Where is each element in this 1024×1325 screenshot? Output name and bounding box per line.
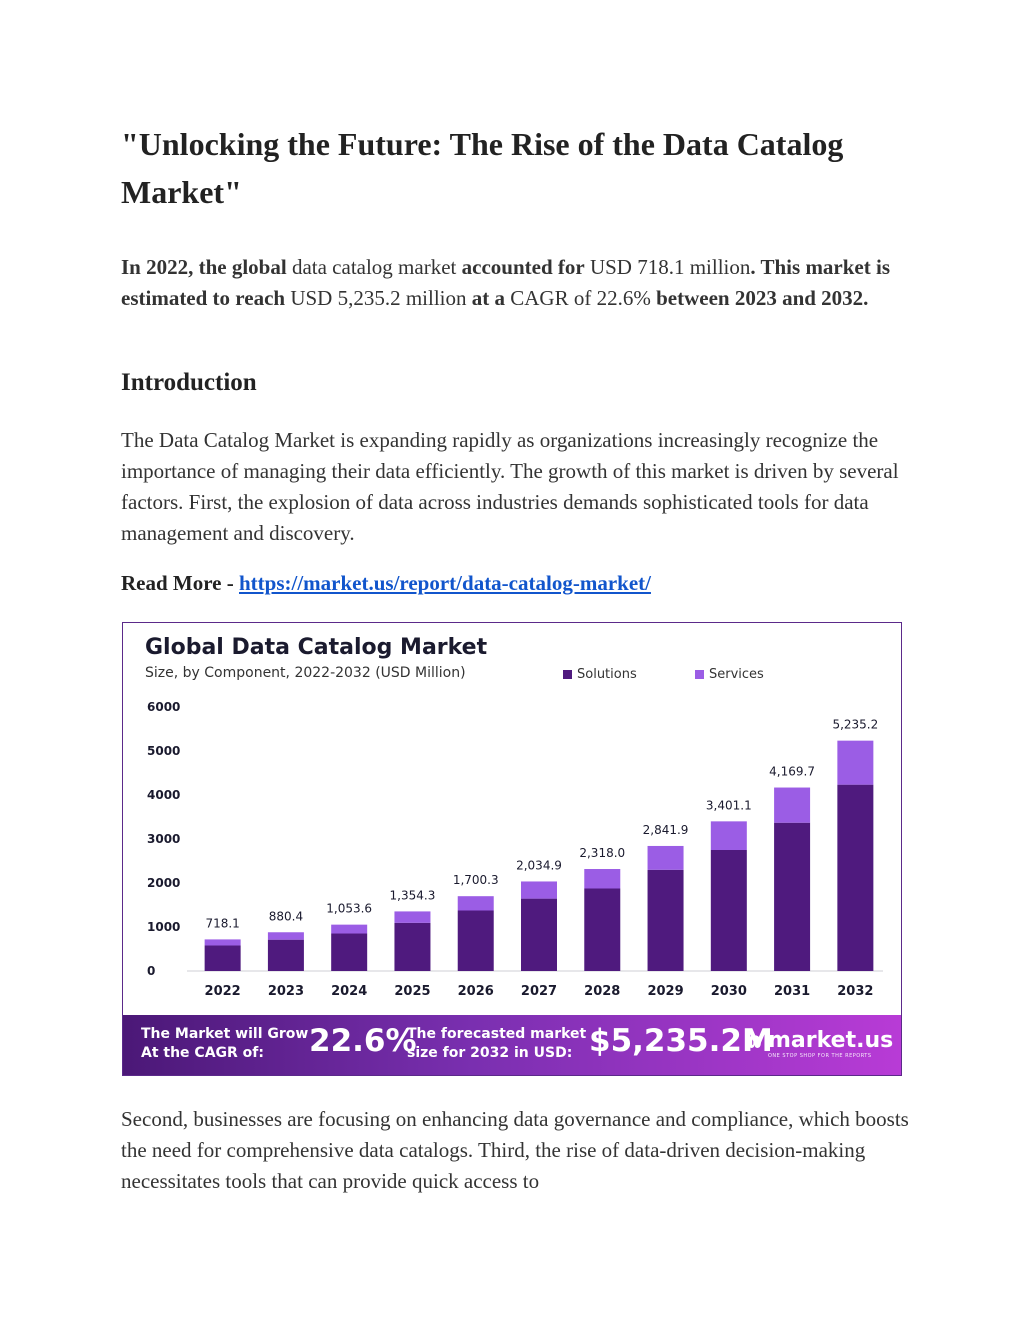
bar-solutions-2030 (710, 850, 747, 971)
summary-part: accounted for (461, 255, 585, 279)
bar-solutions-2031 (774, 822, 811, 971)
read-more-link[interactable]: https://market.us/report/data-catalog-ma… (239, 571, 651, 595)
brand-tagline: ONE STOP SHOP FOR THE REPORTS (768, 1053, 872, 1059)
read-more: Read More - https://market.us/report/dat… (121, 568, 651, 599)
cagr-label: The Market will Grow At the CAGR of: (141, 1026, 309, 1061)
data-label-2022: 718.1 (205, 916, 239, 930)
legend-label-services: Services (709, 667, 764, 682)
bar-solutions-2026 (457, 910, 494, 971)
intro-paragraph: The Data Catalog Market is expanding rap… (121, 428, 899, 545)
bar-services-2030 (710, 821, 747, 850)
x-tick-label: 2025 (394, 984, 430, 999)
y-tick-label: 4000 (147, 788, 180, 802)
data-label-2029: 2,841.9 (643, 823, 689, 837)
x-tick-label: 2031 (774, 984, 810, 999)
bar-solutions-2028 (584, 888, 621, 971)
y-tick-label: 1000 (147, 920, 180, 934)
bar-services-2029 (647, 845, 684, 870)
summary-part: USD 5,235.2 million (285, 286, 472, 310)
x-tick-label: 2027 (521, 984, 557, 999)
y-tick-label: 0 (147, 964, 155, 978)
market-chart-figure: Global Data Catalog Market Size, by Comp… (122, 622, 902, 1076)
bar-services-2028 (584, 869, 621, 889)
data-label-2025: 1,354.3 (390, 888, 436, 902)
chart-subtitle: Size, by Component, 2022-2032 (USD Milli… (145, 665, 466, 681)
bar-solutions-2025 (394, 922, 431, 971)
data-label-2028: 2,318.0 (579, 846, 625, 860)
bar-services-2026 (457, 896, 494, 911)
bar-solutions-2032 (837, 784, 874, 971)
market-us-logo: ɷ market.us ONE STOP SHOP FOR THE REPORT… (747, 1028, 894, 1060)
legend-item-services: Services (695, 667, 764, 682)
summary-part: between 2023 and 2032. (656, 286, 869, 310)
x-tick-label: 2030 (711, 984, 747, 999)
data-label-2026: 1,700.3 (453, 873, 499, 887)
second-paragraph: Second, businesses are focusing on enhan… (121, 1107, 909, 1193)
bar-chart: 6000 5000 4000 3000 2000 1000 0 718.1 2022 880.4 2… (147, 700, 883, 999)
legend-label-solutions: Solutions (577, 667, 637, 682)
legend-swatch-services (695, 670, 704, 679)
cagr-banner: The Market will Grow At the CAGR of: 22.… (123, 1015, 901, 1075)
chart-title: Global Data Catalog Market (145, 635, 488, 660)
x-tick-label: 2023 (268, 984, 304, 999)
summary-part: USD 718.1 million (584, 255, 751, 279)
document-title: "Unlocking the Future: The Rise of the D… (121, 126, 844, 210)
data-label-2031: 4,169.7 (769, 765, 815, 779)
summary-part: CAGR of 22.6% (505, 286, 657, 310)
legend-item-solutions: Solutions (563, 667, 637, 682)
data-label-2027: 2,034.9 (516, 858, 562, 872)
y-tick-label: 3000 (147, 832, 180, 846)
data-label-2032: 5,235.2 (832, 718, 878, 732)
summary-paragraph: In 2022, the global data catalog market … (121, 252, 911, 314)
y-tick-label: 6000 (147, 700, 180, 714)
x-tick-label: 2032 (837, 984, 873, 999)
bar-solutions-2029 (647, 869, 684, 971)
summary-part: In 2022, the global (121, 255, 287, 279)
forecast-value: $5,235.2M (589, 1023, 773, 1059)
x-tick-label: 2022 (205, 984, 241, 999)
bar-services-2022 (204, 939, 241, 946)
data-label-2030: 3,401.1 (706, 798, 752, 812)
x-tick-label: 2029 (647, 984, 683, 999)
summary-part: at a (471, 286, 505, 310)
section-heading-introduction: Introduction (121, 369, 257, 396)
bar-solutions-2023 (267, 939, 304, 971)
summary-part: data catalog market (286, 255, 462, 279)
bar-solutions-2024 (331, 933, 368, 971)
x-tick-label: 2026 (458, 984, 494, 999)
data-label-2023: 880.4 (269, 909, 303, 923)
summary-part: . This market is estimated to reach (121, 255, 891, 310)
bar-services-2031 (774, 787, 811, 823)
y-tick-label: 2000 (147, 876, 180, 890)
bar-solutions-2022 (204, 945, 241, 971)
brand-name: market.us (768, 1028, 894, 1053)
forecast-label: The forecasted market size for 2032 in U… (407, 1026, 587, 1061)
bar-services-2032 (837, 740, 874, 785)
data-label-2024: 1,053.6 (326, 902, 372, 916)
cagr-value: 22.6% (309, 1023, 417, 1059)
market-us-logo-icon: ɷ (747, 1029, 762, 1054)
bar-services-2023 (267, 932, 304, 940)
x-tick-label: 2028 (584, 984, 620, 999)
bar-services-2024 (331, 924, 368, 934)
bar-services-2025 (394, 911, 431, 923)
bar-solutions-2027 (521, 898, 557, 971)
y-tick-label: 5000 (147, 744, 180, 758)
x-tick-label: 2024 (331, 984, 367, 999)
legend-swatch-solutions (563, 670, 572, 679)
read-more-label: Read More - (121, 571, 239, 595)
bar-services-2027 (521, 881, 557, 899)
